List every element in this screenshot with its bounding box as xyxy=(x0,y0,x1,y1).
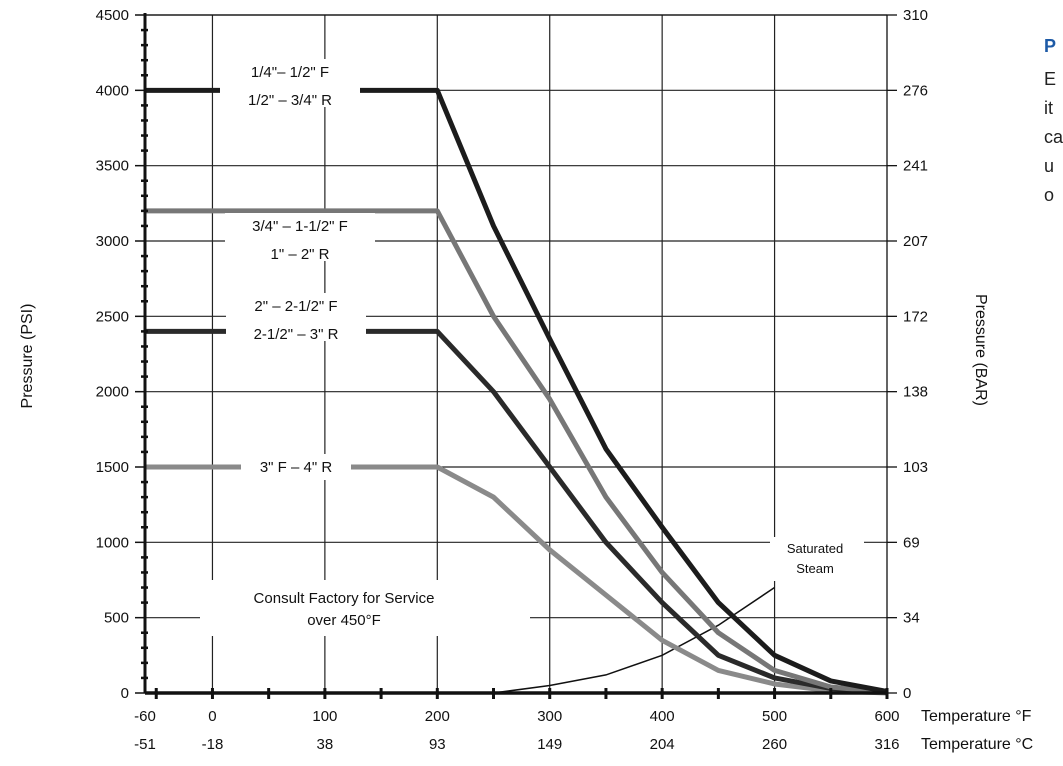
series-label: 3" F – 4" R xyxy=(260,459,333,476)
steam-label: Steam xyxy=(796,561,834,576)
x-tick-label-c: -51 xyxy=(134,736,156,753)
y-tick-label-psi: 500 xyxy=(104,610,129,627)
y-tick-label-psi: 4500 xyxy=(96,7,129,24)
x-tick-label-c: 93 xyxy=(429,736,446,753)
y-tick-label-psi: 3500 xyxy=(96,158,129,175)
x-tick-label-f: 0 xyxy=(208,708,216,725)
axis-titles: Pressure (PSI) Pressure (BAR) Temperature … xyxy=(19,294,1033,753)
x-tick-label-c: 316 xyxy=(874,736,899,753)
x-tick-label-f: 600 xyxy=(874,708,899,725)
series-lines xyxy=(145,87,888,696)
y-tick-label-psi: 2000 xyxy=(96,384,129,401)
side-panel: P E it ca u o xyxy=(1044,32,1063,210)
saturated-steam xyxy=(493,586,775,694)
series-line xyxy=(145,87,888,694)
series-line xyxy=(145,464,888,696)
y-tick-label-bar: 241 xyxy=(903,158,928,175)
y-axis-title-left: Pressure (PSI) xyxy=(19,304,36,409)
y-tick-label-psi: 1500 xyxy=(96,459,129,476)
annotation-text: over 450°F xyxy=(307,612,381,629)
series-label-background xyxy=(225,213,375,261)
series-line xyxy=(145,208,888,695)
series-label: 3/4" – 1-1/2" F xyxy=(252,218,348,235)
y-tick-label-psi: 4000 xyxy=(96,82,129,99)
steam-label-background xyxy=(770,537,864,581)
x-tick-label-f: 300 xyxy=(537,708,562,725)
y-tick-label-bar: 0 xyxy=(903,685,911,702)
x-tick-label-c: -18 xyxy=(202,736,224,753)
side-panel-heading: P xyxy=(1044,36,1057,56)
series-label-background xyxy=(226,293,366,341)
side-panel-line: o xyxy=(1044,185,1055,205)
x-axis-title-f: Temperature °F xyxy=(921,708,1032,725)
series-label: 1/2" – 3/4" R xyxy=(248,92,332,109)
x-tick-label-f: 500 xyxy=(762,708,787,725)
x-tick-label-f: 400 xyxy=(650,708,675,725)
y-tick-label-bar: 207 xyxy=(903,233,928,250)
y-tick-label-psi: 0 xyxy=(121,685,129,702)
y-tick-label-bar: 138 xyxy=(903,384,928,401)
y-tick-label-psi: 3000 xyxy=(96,233,129,250)
annotation-text: Consult Factory for Service xyxy=(254,590,435,607)
x-tick-label-f: -60 xyxy=(134,708,156,725)
y-tick-label-bar: 103 xyxy=(903,459,928,476)
y-axis-title-right: Pressure (BAR) xyxy=(972,294,989,406)
side-panel-line: u xyxy=(1044,156,1055,176)
y-tick-label-bar: 69 xyxy=(903,534,920,551)
y-tick-label-psi: 2500 xyxy=(96,308,129,325)
series-label-background xyxy=(220,59,360,107)
x-tick-label-f: 100 xyxy=(312,708,337,725)
y-tick-label-bar: 276 xyxy=(903,82,928,99)
y-tick-label-bar: 172 xyxy=(903,308,928,325)
annotation-background xyxy=(200,580,530,636)
y-tick-label-bar: 34 xyxy=(903,610,920,627)
x-tick-label-f: 200 xyxy=(425,708,450,725)
series-label: 1" – 2" R xyxy=(270,246,329,263)
y-tick-label-psi: 1000 xyxy=(96,534,129,551)
y-tick-label-bar: 310 xyxy=(903,7,928,24)
tick-labels: 0500100015002000250030003500400045000346… xyxy=(96,7,928,753)
x-tick-label-c: 149 xyxy=(537,736,562,753)
x-tick-label-c: 204 xyxy=(650,736,675,753)
x-axis-title-c: Temperature °C xyxy=(921,736,1033,753)
steam-label: Saturated xyxy=(787,541,843,556)
series-label-background xyxy=(241,454,351,480)
series-label: 1/4"– 1/2" F xyxy=(251,64,329,81)
x-tick-label-c: 260 xyxy=(762,736,787,753)
series-label: 2" – 2-1/2" F xyxy=(254,298,337,315)
axes xyxy=(135,13,897,699)
series-line xyxy=(145,328,888,695)
series-labels: 1/4"– 1/2" F 1/2" – 3/4" R 3/4" – 1-1/2" F… xyxy=(200,59,864,636)
saturated-steam-line xyxy=(493,586,775,694)
side-panel-line: E xyxy=(1044,69,1057,89)
side-panel-line: ca xyxy=(1044,127,1063,147)
side-panel-line: it xyxy=(1044,98,1053,118)
series-label: 2-1/2" – 3" R xyxy=(254,326,339,343)
x-tick-label-c: 38 xyxy=(317,736,334,753)
